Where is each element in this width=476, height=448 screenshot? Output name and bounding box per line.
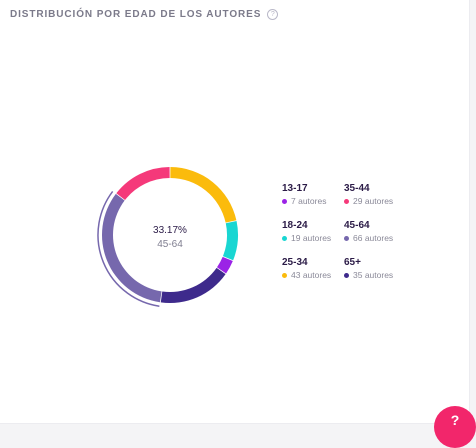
legend-count-row: 29 autores	[344, 195, 414, 207]
donut-slice-35-44[interactable]	[116, 167, 170, 201]
legend-dot	[282, 198, 287, 204]
legend-dot	[282, 272, 287, 278]
legend-dot	[344, 272, 349, 278]
legend-count: 66 autores	[353, 233, 394, 243]
legend-item[interactable]: 18-24 19 autores	[282, 219, 344, 256]
legend-dot	[282, 235, 287, 241]
donut-center-value: 33.17%	[153, 225, 187, 236]
donut-center-label: 45-64	[157, 239, 183, 250]
donut-slice-13-17[interactable]	[216, 256, 233, 274]
donut-slice-18-24[interactable]	[222, 221, 238, 261]
legend-item[interactable]: 45-64 66 autores	[344, 219, 414, 256]
chart-legend: 13-17 7 autores 35-44 29 autores 18-24 19 aut…	[282, 182, 414, 293]
legend-dot	[344, 198, 349, 204]
legend-item[interactable]: 13-17 7 autores	[282, 182, 344, 219]
legend-count: 35 autores	[353, 270, 394, 280]
donut-slice-65plus[interactable]	[160, 267, 226, 303]
legend-item[interactable]: 35-44 29 autores	[344, 182, 414, 219]
legend-count: 29 autores	[353, 196, 394, 206]
help-chat-button[interactable]: ?	[434, 406, 476, 448]
help-chat-icon: ?	[450, 412, 460, 428]
legend-item[interactable]: 25-34 43 autores	[282, 256, 344, 293]
legend-count-row: 66 autores	[344, 232, 414, 244]
legend-count: 19 autores	[291, 233, 332, 243]
legend-count: 7 autores	[291, 196, 327, 206]
card-title: DISTRIBUCIÓN POR EDAD DE LOS AUTORES	[10, 9, 262, 20]
legend-range: 18-24	[282, 220, 308, 231]
legend-range: 35-44	[344, 183, 370, 194]
legend-count: 43 autores	[291, 270, 332, 280]
age-distribution-card: DISTRIBUCIÓN POR EDAD DE LOS AUTORES ? 3…	[0, 0, 470, 424]
donut-chart: 33.17% 45-64	[97, 167, 238, 307]
question-circle-icon[interactable]: ?	[267, 9, 279, 20]
legend-count-row: 43 autores	[282, 269, 344, 281]
legend-count-row: 7 autores	[282, 195, 344, 207]
donut-slice-45-64[interactable]	[102, 193, 162, 303]
legend-range: 25-34	[282, 257, 308, 268]
card-header: DISTRIBUCIÓN POR EDAD DE LOS AUTORES ?	[10, 9, 279, 20]
donut-slice-25-34[interactable]	[170, 167, 237, 223]
legend-range: 65+	[344, 257, 361, 268]
legend-range: 45-64	[344, 220, 370, 231]
legend-item[interactable]: 65+ 35 autores	[344, 256, 414, 293]
legend-range: 13-17	[282, 183, 308, 194]
legend-dot	[344, 235, 349, 241]
legend-count-row: 35 autores	[344, 269, 414, 281]
legend-count-row: 19 autores	[282, 232, 344, 244]
donut-slice-highlight	[97, 191, 160, 307]
